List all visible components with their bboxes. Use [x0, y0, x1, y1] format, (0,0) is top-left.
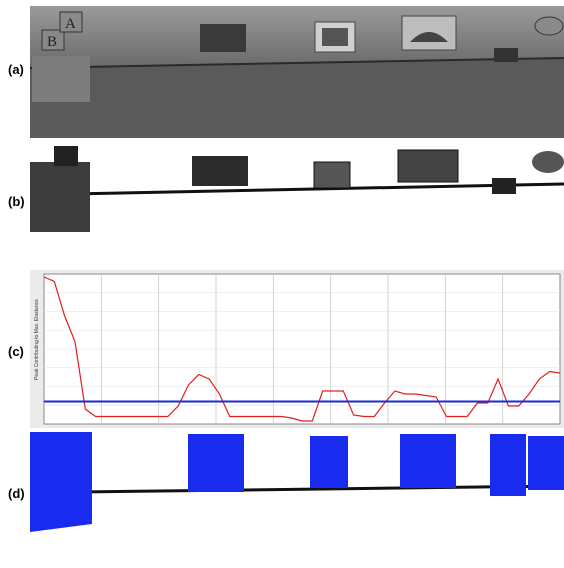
label-a: (a): [8, 62, 24, 77]
letter-box-a-text: A: [65, 16, 76, 32]
panorama-grayscale: B A: [30, 6, 564, 138]
detection-block: [528, 436, 564, 490]
label-d: (d): [8, 486, 25, 501]
object-machine: [200, 24, 246, 52]
label-c: (c): [8, 344, 24, 359]
chart-svg: Peak Contributing to Max. Elastance: [34, 273, 561, 425]
segmented-cylinder: [532, 151, 564, 173]
label-b: (b): [8, 194, 25, 209]
segmentation-mask: [30, 140, 564, 266]
object-cylinder: [534, 16, 564, 36]
segmented-boxes: [30, 162, 90, 232]
gridlines: [44, 274, 560, 424]
signal-chart: Peak Contributing to Max. Elastance: [30, 270, 564, 428]
segmented-small-box: [492, 178, 516, 194]
signal-series-line: [43, 276, 561, 422]
scene-line: [79, 484, 564, 494]
detection-panel: [30, 430, 564, 540]
letter-box-b-text: B: [47, 34, 57, 50]
segmented-picture: [397, 149, 459, 183]
y-axis-label: Peak Contributing to Max. Elastance: [34, 299, 40, 380]
segmented-machine: [192, 156, 248, 186]
detection-block: [30, 432, 92, 532]
panorama-scene: B A: [30, 11, 564, 138]
detection-block: [310, 436, 348, 488]
series-group: [43, 276, 561, 422]
segmentation-scene: [30, 146, 564, 232]
object-small-box: [494, 48, 518, 62]
stacked-boxes: [32, 56, 90, 102]
detection-block: [400, 434, 456, 488]
detection-scene: [30, 432, 564, 532]
letter-box-a: [59, 11, 83, 33]
detection-block: [188, 434, 244, 492]
segmented-frame: [313, 161, 351, 189]
detection-block: [490, 434, 526, 496]
letter-box-b: [41, 29, 65, 51]
